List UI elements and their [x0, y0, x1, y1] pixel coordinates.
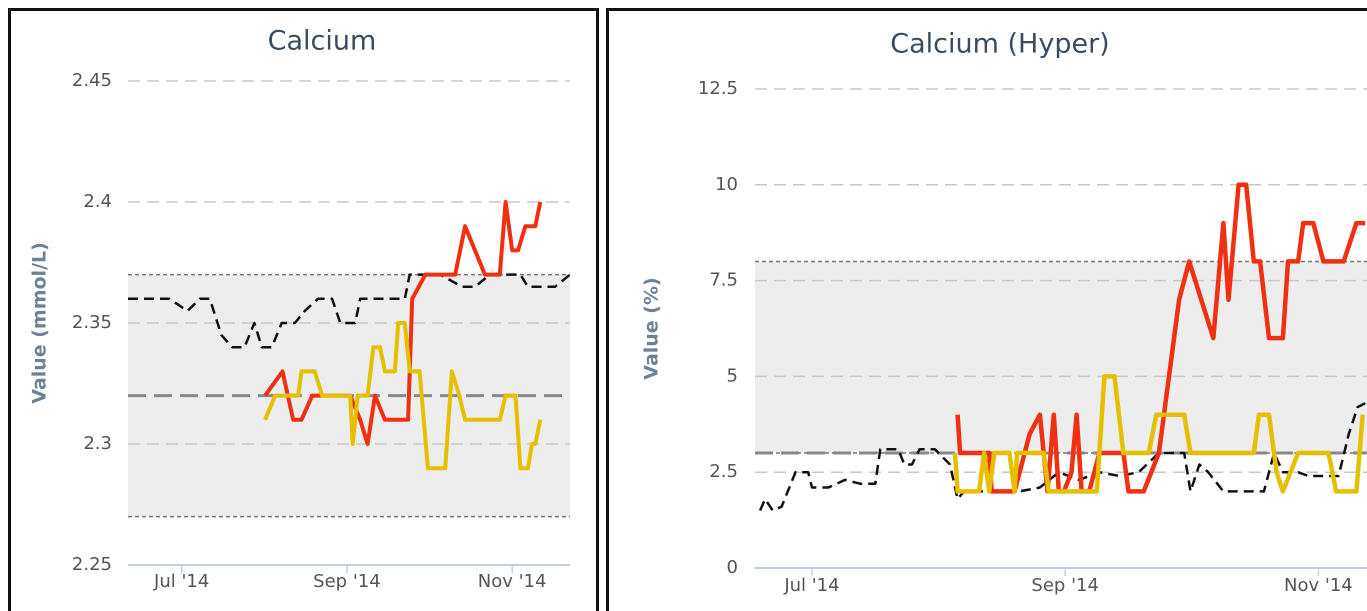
- x-tick-label: Nov '14: [1284, 575, 1353, 596]
- x-tick-label: Nov '14: [478, 571, 547, 592]
- series-line: [263, 200, 543, 446]
- chart: Calcium (Hyper) Value (%) 0 2.5 5 7.5 10 12.5 Ju…: [641, 29, 1367, 596]
- x-tick-label: Jul '14: [153, 571, 209, 592]
- y-tick-label: 2.5: [709, 461, 738, 482]
- series-line: [758, 402, 1366, 512]
- y-tick-label: 2.3: [83, 433, 112, 454]
- y-tick-label: 2.35: [72, 312, 112, 333]
- chart: Calcium Value (mmol/L) 2.25 2.3 2.35 2.4 2.45 J…: [29, 26, 571, 592]
- y-tick-label: 10: [715, 174, 738, 195]
- y-tick-label: 2.45: [72, 70, 112, 91]
- chart-title: Calcium (Hyper): [890, 29, 1109, 60]
- chart-title: Calcium: [268, 26, 377, 57]
- y-axis-title: Value (%): [641, 277, 663, 379]
- y-tick-label: 5: [727, 365, 738, 386]
- series-line: [263, 321, 543, 471]
- series-line: [955, 182, 1366, 494]
- x-tick-label: Sep '14: [1031, 575, 1099, 596]
- y-tick-label: 2.25: [72, 554, 112, 575]
- series-line: [952, 374, 1365, 494]
- y-tick-label: 0: [727, 557, 738, 578]
- y-axis-title: Value (mmol/L): [29, 242, 51, 404]
- x-tick-label: Jul '14: [783, 575, 839, 596]
- reference-band: [755, 261, 1367, 454]
- y-tick-label: 12.5: [698, 78, 738, 99]
- y-tick-label: 7.5: [709, 270, 738, 291]
- y-tick-label: 2.4: [83, 191, 112, 212]
- x-tick-label: Sep '14: [313, 571, 381, 592]
